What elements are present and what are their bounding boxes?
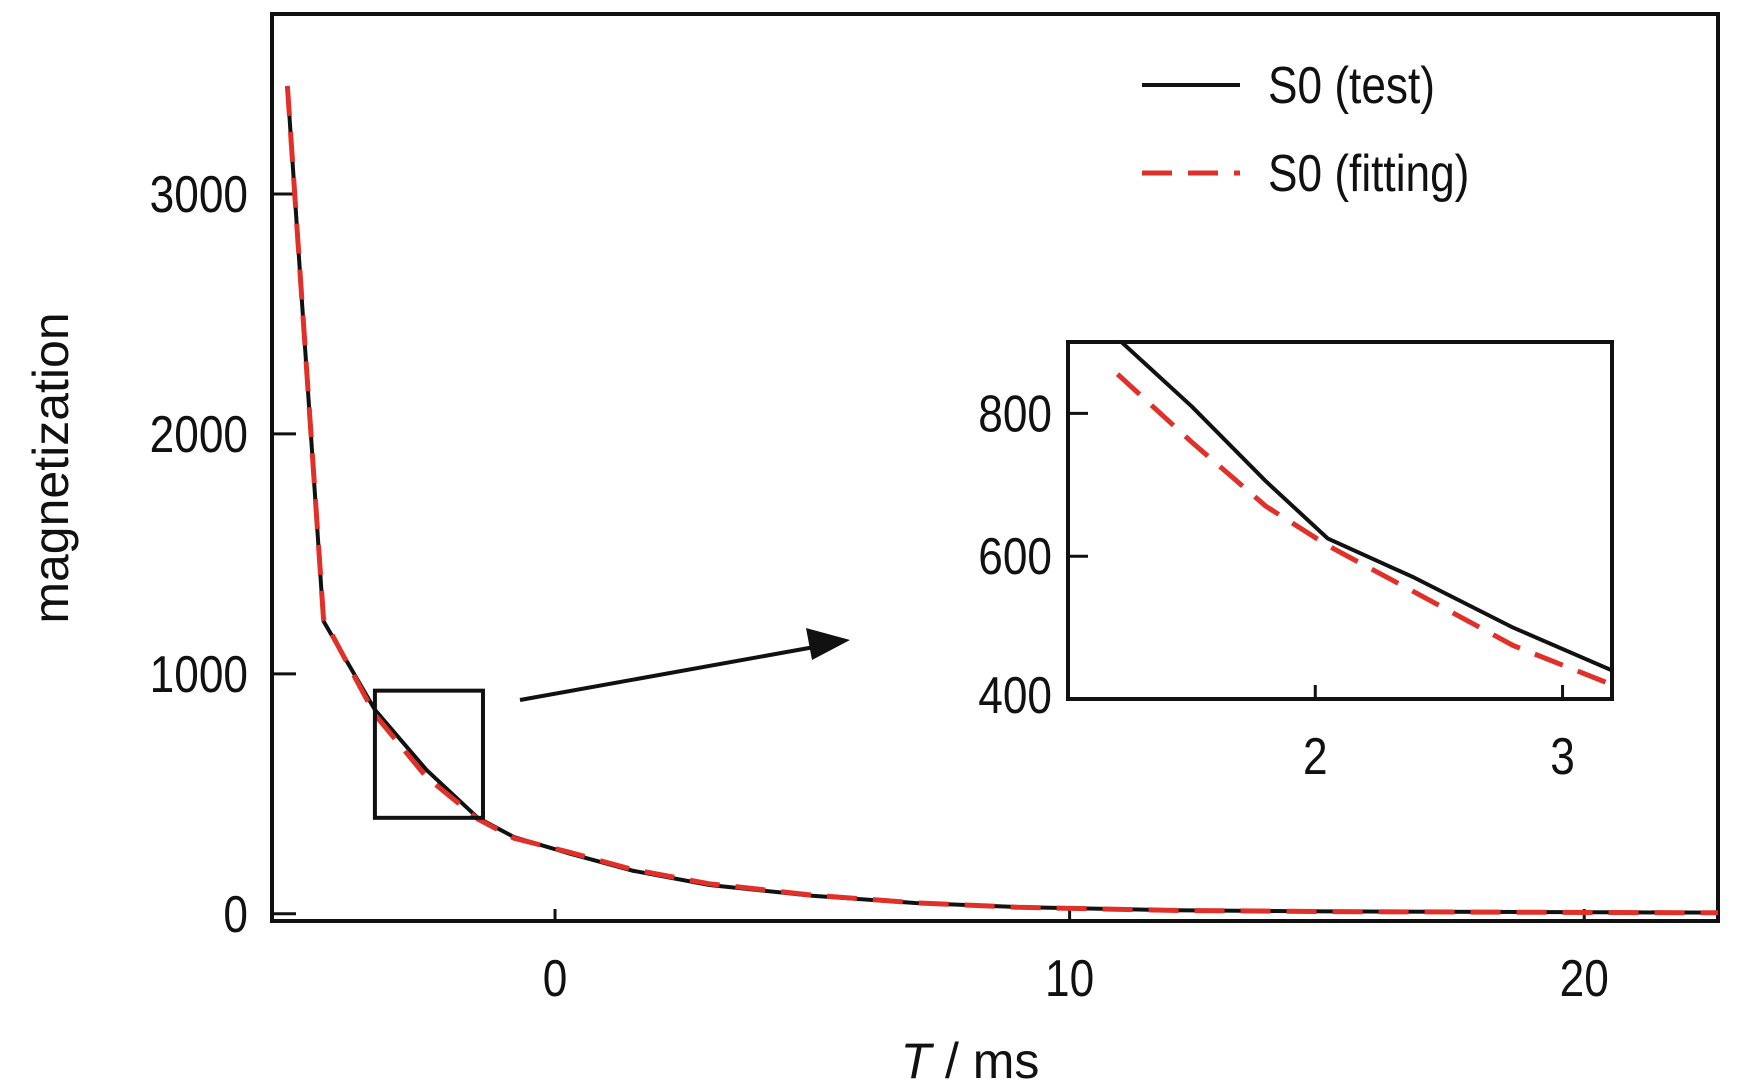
plot-frame — [270, 12, 1720, 923]
x-axis-title: T / ms — [901, 1033, 1040, 1087]
inset-y-tick-label: 800 — [978, 385, 1052, 443]
main-plot: 0 10 20 0 1000 2000 3000 T / ms magnetization — [23, 12, 1720, 1087]
x-tick-label: 10 — [1045, 950, 1094, 1008]
y-tick-label: 2000 — [150, 406, 248, 464]
inset-x-tick-label: 2 — [1303, 728, 1328, 786]
inset-plot: 2 3 400 600 800 — [978, 340, 1614, 786]
zoom-arrow — [519, 644, 821, 702]
y-tick-label: 3000 — [150, 166, 248, 224]
zoom-box — [372, 688, 485, 820]
inset-y-tick-label: 400 — [978, 667, 1052, 725]
legend-label-fitting: S0 (fitting) — [1268, 145, 1469, 203]
inset-y-tick-label: 600 — [978, 528, 1052, 586]
x-tick-label: 0 — [543, 950, 568, 1008]
series-line-fitting — [284, 85, 1719, 916]
x-axis-symbol: T — [901, 1033, 935, 1087]
x-axis-unit: / ms — [931, 1033, 1039, 1087]
zoom-arrow-head — [806, 628, 850, 660]
legend: S0 (test) S0 (fitting) — [1142, 57, 1469, 203]
inset-series-line-fitting — [1115, 372, 1612, 688]
y-tick-label: 0 — [223, 885, 248, 943]
inset-series-line-test — [1118, 342, 1612, 673]
inset-x-tick-label: 3 — [1550, 728, 1575, 786]
inset-frame — [1066, 340, 1614, 701]
x-tick-label: 20 — [1560, 950, 1609, 1008]
legend-label-test: S0 (test) — [1268, 57, 1435, 115]
y-axis-title: magnetization — [23, 312, 79, 623]
y-tick-label: 1000 — [150, 646, 248, 704]
